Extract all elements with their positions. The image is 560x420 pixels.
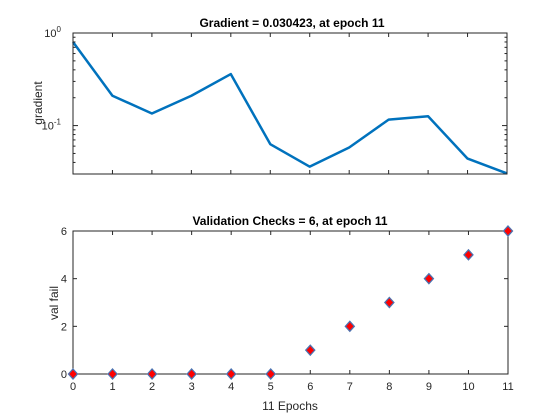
validation-point <box>344 320 356 333</box>
validation-xtick-label: 0 <box>70 381 76 393</box>
validation-point <box>225 368 237 380</box>
validation-ylabel: val fail <box>47 286 61 320</box>
validation-xtick-label: 6 <box>307 381 313 393</box>
gradient-ytick-label: 10-1 <box>42 118 62 133</box>
validation-xtick-label: 8 <box>386 381 392 393</box>
validation-xtick-label: 9 <box>426 381 432 393</box>
validation-xtick-label: 10 <box>462 381 474 393</box>
gradient-axes-box <box>72 32 508 175</box>
validation-plot-area: 0 1 2 3 4 5 6 7 8 9 10 11 0 2 4 6 <box>61 225 514 393</box>
gradient-ylabel: gradient <box>31 81 45 125</box>
gradient-title: Gradient = 0.030423, at epoch 11 <box>199 16 384 30</box>
gradient-axes: Gradient = 0.030423, at epoch 11 10-1100… <box>31 16 508 175</box>
validation-point <box>383 296 395 309</box>
gradient-ytick-base: 10 <box>42 121 54 133</box>
validation-xtick-label: 7 <box>347 381 353 393</box>
gradient-ytick-base: 10 <box>44 28 56 40</box>
validation-axes: Validation Checks = 6, at epoch 11 0 1 2 3 4… <box>47 214 514 413</box>
validation-ytick-label: 0 <box>61 369 67 381</box>
validation-point <box>67 368 79 380</box>
validation-ytick-label: 6 <box>61 226 67 238</box>
validation-point <box>423 272 435 285</box>
validation-point <box>186 368 198 380</box>
gradient-series-line <box>71 41 508 175</box>
validation-xtick-label: 2 <box>149 381 155 393</box>
validation-xtick-label: 4 <box>228 381 234 393</box>
gradient-ytick-label: 100 <box>44 25 61 40</box>
validation-point <box>146 368 158 380</box>
gradient-ytick-exp: -1 <box>54 118 62 127</box>
validation-ytick-label: 4 <box>61 274 67 286</box>
validation-title: Validation Checks = 6, at epoch 11 <box>192 214 387 228</box>
validation-xtick-label: 5 <box>268 381 274 393</box>
validation-xtick-label: 1 <box>109 381 115 393</box>
validation-point <box>463 248 474 261</box>
validation-point <box>107 368 118 380</box>
validation-ytick-label: 2 <box>61 321 67 333</box>
gradient-ytick-exp: 0 <box>57 25 62 34</box>
validation-xtick-label: 3 <box>189 381 195 393</box>
validation-xlabel: 11 Epochs <box>262 399 318 413</box>
validation-point <box>265 368 277 380</box>
validation-point <box>304 344 316 357</box>
validation-axes-box <box>72 230 509 375</box>
validation-point <box>502 225 514 237</box>
validation-xtick-label: 11 <box>502 381 513 393</box>
